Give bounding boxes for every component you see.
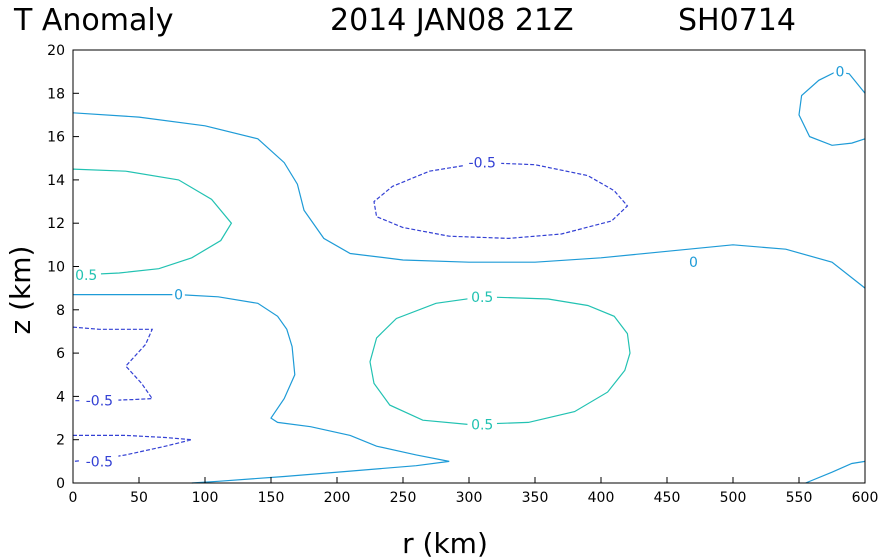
y-tick-label: 2: [56, 433, 65, 449]
x-tick-label: 150: [258, 490, 285, 506]
contour-label-bg: [833, 63, 847, 80]
storm-id: SH0714: [678, 3, 796, 38]
contour-line-zero-1: [73, 294, 450, 484]
x-tick-label: 600: [852, 490, 879, 506]
contour-label: 0: [835, 65, 844, 81]
contour-label-bg: [687, 254, 700, 271]
contour-label: 0: [174, 288, 183, 304]
y-tick-label: 14: [47, 173, 65, 189]
contour-label: -0.5: [86, 394, 113, 410]
x-tick-label: 200: [324, 490, 351, 506]
y-tick-label: 20: [47, 43, 65, 59]
y-tick-label: 18: [47, 86, 65, 102]
y-tick-label: 6: [56, 346, 65, 362]
y-tick-label: 12: [47, 216, 65, 232]
contour-labels: 0 0 0 0.5 0.5 0.5 -0.5 -0.5 -0.5: [71, 63, 847, 470]
chart-subtitle: 2014 JAN08 21Z: [330, 3, 574, 38]
contour-line-neg-7: [72, 326, 154, 402]
contour-label: 0.5: [471, 290, 493, 306]
contour-label-bg: [80, 392, 119, 409]
y-tick-label: 16: [47, 130, 65, 146]
x-tick-label: 100: [192, 490, 219, 506]
x-tick-label: 0: [69, 490, 78, 506]
x-tick-label: 450: [654, 490, 681, 506]
x-axis: 0 50 100 150 200 250 300 350 400 450 500 550 600: [69, 477, 879, 506]
y-tick-label: 10: [47, 260, 65, 276]
contour-line-neg-8: [72, 434, 192, 462]
y-tick-label: 8: [56, 303, 65, 319]
contour-lines: [72, 71, 866, 484]
y-tick-label: 0: [56, 476, 65, 492]
contour-label: 0.5: [471, 418, 493, 434]
x-axis-label: r (km): [402, 527, 488, 559]
x-tick-label: 500: [720, 490, 747, 506]
contour-label: -0.5: [469, 156, 496, 172]
contour-label: 0.5: [75, 268, 97, 284]
x-tick-label: 250: [390, 490, 417, 506]
x-tick-label: 350: [522, 490, 549, 506]
x-tick-label: 50: [130, 490, 148, 506]
chart-title: T Anomaly: [13, 3, 173, 38]
contour-label-bg: [71, 267, 101, 284]
contour-line-pos-5: [369, 296, 631, 426]
contour-label: -0.5: [86, 454, 113, 470]
contour-line-pos-4: [72, 168, 233, 276]
contour-line-zero-2: [805, 460, 866, 484]
contour-label-bg: [467, 288, 497, 305]
x-tick-label: 400: [588, 490, 615, 506]
x-tick-label: 300: [456, 490, 483, 506]
contour-line-zero-3: [798, 71, 866, 146]
contour-line-neg-6: [373, 162, 629, 240]
y-axis: 0 2 4 6 8 10 12 14 16 18 20: [47, 43, 79, 492]
contour-label-bg: [172, 286, 185, 303]
contour-label-bg: [463, 154, 502, 171]
contour-label-bg: [80, 453, 119, 470]
y-axis-label: z (km): [4, 246, 37, 335]
contour-line-zero-0: [72, 112, 866, 289]
contour-label-bg: [467, 416, 497, 433]
y-tick-label: 4: [56, 389, 65, 405]
x-tick-label: 550: [786, 490, 813, 506]
contour-label: 0: [689, 255, 698, 271]
